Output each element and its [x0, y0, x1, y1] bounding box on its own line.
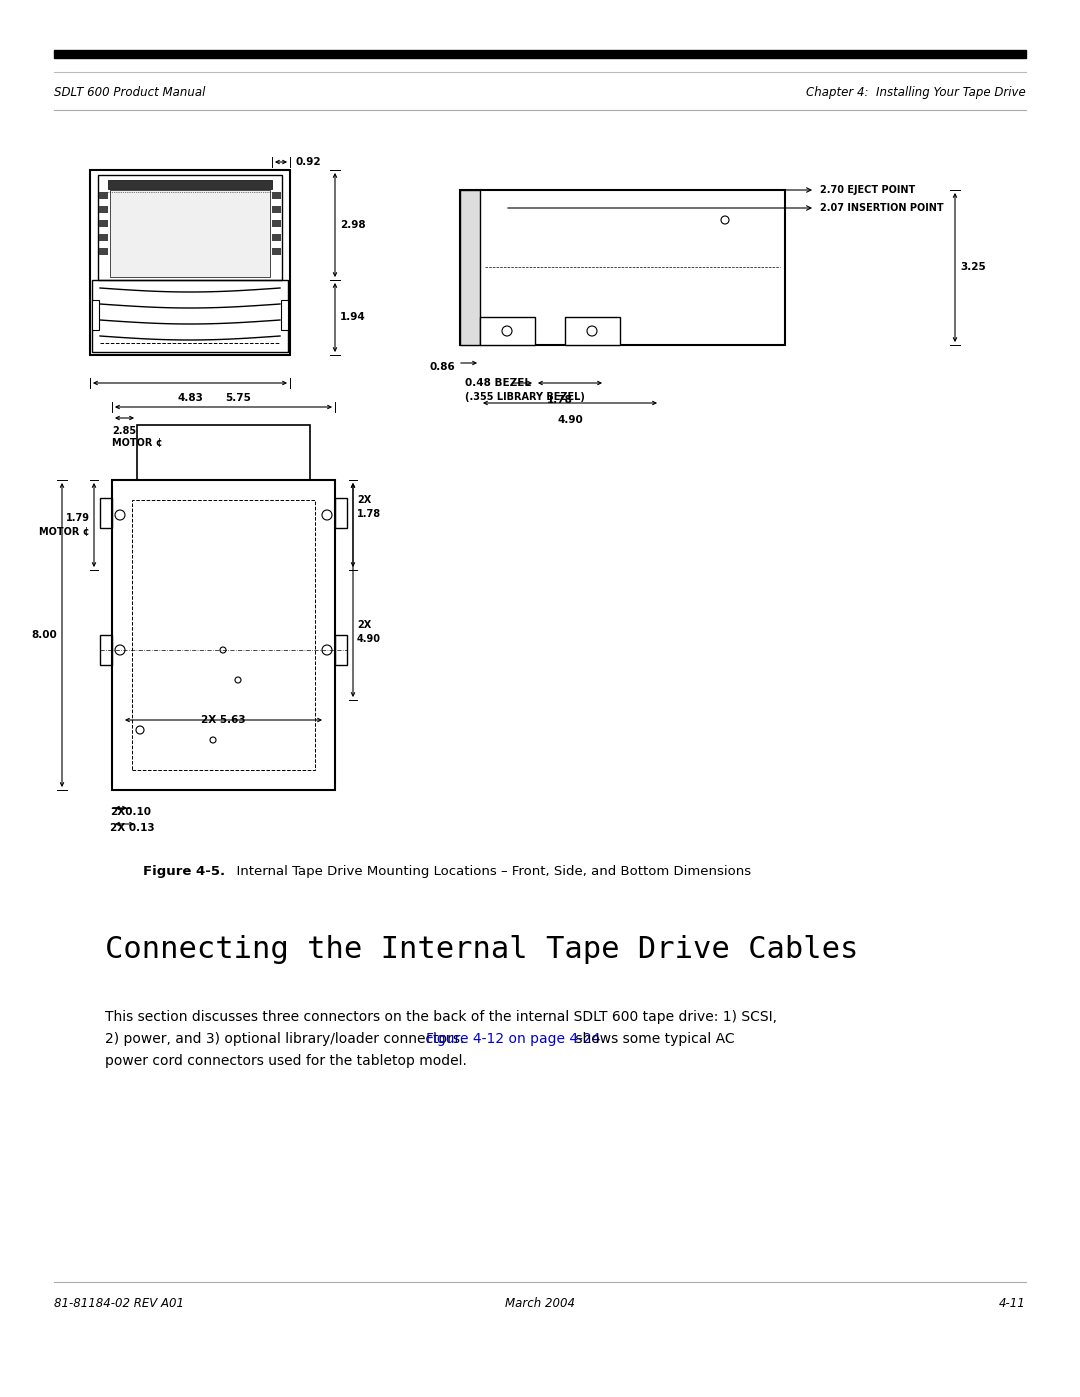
Bar: [92, 300, 99, 330]
Text: 3.25: 3.25: [960, 263, 986, 272]
Bar: [272, 219, 281, 226]
Text: 8.00: 8.00: [31, 630, 57, 640]
Text: 2X: 2X: [357, 495, 372, 504]
Bar: [272, 249, 281, 256]
Text: 81-81184-02 REV A01: 81-81184-02 REV A01: [54, 1296, 184, 1310]
Bar: [132, 500, 315, 770]
Bar: [100, 636, 112, 665]
Bar: [99, 249, 108, 256]
Text: power cord connectors used for the tabletop model.: power cord connectors used for the table…: [105, 1053, 467, 1067]
Bar: [137, 425, 310, 481]
Text: This section discusses three connectors on the back of the internal SDLT 600 tap: This section discusses three connectors …: [105, 1010, 777, 1024]
Text: 2X: 2X: [357, 620, 372, 630]
Text: 1.94: 1.94: [340, 312, 366, 321]
Text: shows some typical AC: shows some typical AC: [571, 1032, 734, 1046]
Text: Internal Tape Drive Mounting Locations – Front, Side, and Bottom Dimensions: Internal Tape Drive Mounting Locations –…: [228, 865, 751, 877]
Text: 4.83: 4.83: [177, 393, 203, 402]
Bar: [272, 191, 281, 198]
Bar: [99, 235, 108, 242]
Bar: [335, 497, 347, 528]
Bar: [335, 636, 347, 665]
Bar: [281, 300, 288, 330]
Text: MOTOR ¢: MOTOR ¢: [112, 439, 163, 448]
Text: SDLT 600 Product Manual: SDLT 600 Product Manual: [54, 87, 205, 99]
Text: 1.79: 1.79: [66, 513, 90, 522]
Bar: [98, 175, 282, 279]
Text: 5.75: 5.75: [225, 393, 251, 402]
Bar: [108, 180, 272, 189]
Text: 0.48 BEZEL: 0.48 BEZEL: [465, 379, 531, 388]
Bar: [110, 190, 270, 277]
Text: 2X 5.63: 2X 5.63: [201, 715, 245, 725]
Text: 2.85: 2.85: [112, 426, 136, 436]
Text: Figure 4-5.: Figure 4-5.: [143, 865, 225, 877]
Text: 4.90: 4.90: [357, 634, 381, 644]
Text: MOTOR ¢: MOTOR ¢: [39, 527, 90, 536]
Bar: [460, 190, 480, 345]
Bar: [272, 235, 281, 242]
Text: 0.92: 0.92: [295, 156, 321, 168]
Bar: [99, 191, 108, 198]
Text: Connecting the Internal Tape Drive Cables: Connecting the Internal Tape Drive Cable…: [105, 935, 859, 964]
Bar: [92, 279, 288, 352]
Bar: [100, 497, 112, 528]
Bar: [99, 219, 108, 226]
Text: 4.90: 4.90: [557, 415, 583, 425]
Text: 2X 0.13: 2X 0.13: [110, 823, 154, 833]
Bar: [112, 481, 335, 789]
Text: 2.07 INSERTION POINT: 2.07 INSERTION POINT: [820, 203, 944, 212]
Text: 1.78: 1.78: [357, 509, 381, 520]
Bar: [90, 170, 291, 355]
Bar: [99, 205, 108, 212]
Text: (.355 LIBRARY BEZEL): (.355 LIBRARY BEZEL): [465, 393, 585, 402]
Bar: [272, 205, 281, 212]
Text: Figure 4-12 on page 4-24: Figure 4-12 on page 4-24: [426, 1032, 600, 1046]
Text: 4-11: 4-11: [999, 1296, 1026, 1310]
Bar: [480, 317, 535, 345]
Text: 2.70 EJECT POINT: 2.70 EJECT POINT: [820, 184, 915, 196]
Text: 1.78: 1.78: [548, 395, 572, 405]
Text: March 2004: March 2004: [505, 1296, 575, 1310]
Bar: [460, 190, 785, 345]
Bar: [54, 50, 1026, 59]
Text: 2) power, and 3) optional library/loader connectors.: 2) power, and 3) optional library/loader…: [105, 1032, 469, 1046]
Bar: [565, 317, 620, 345]
Text: 0.86: 0.86: [429, 362, 455, 372]
Text: 2.98: 2.98: [340, 219, 366, 231]
Text: Chapter 4:  Installing Your Tape Drive: Chapter 4: Installing Your Tape Drive: [807, 87, 1026, 99]
Text: 2X0.10: 2X0.10: [110, 807, 151, 817]
